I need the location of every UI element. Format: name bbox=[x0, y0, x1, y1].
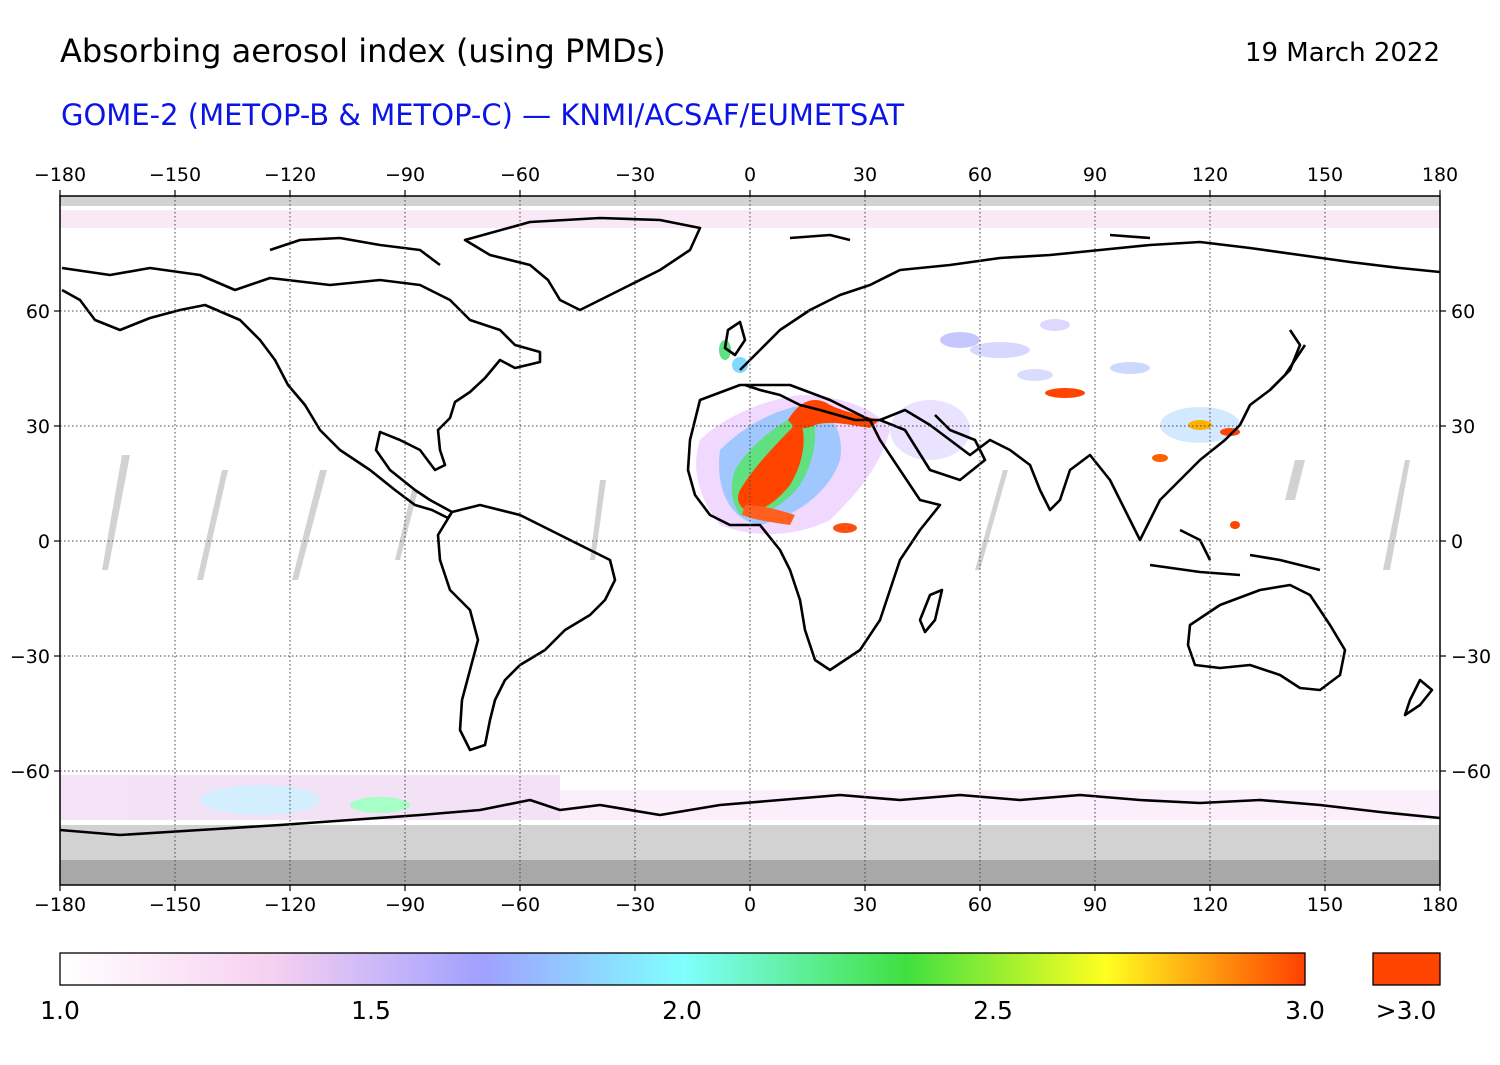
colorbar-label: 1.0 bbox=[40, 996, 80, 1025]
lat-label: 30 bbox=[26, 416, 50, 438]
colorbar-label: 3.0 bbox=[1285, 996, 1325, 1025]
map-title: Absorbing aerosol index (using PMDs) bbox=[60, 32, 666, 70]
colorbar-overflow-swatch bbox=[1372, 952, 1441, 986]
graticule bbox=[60, 196, 1440, 885]
lon-label: −180 bbox=[34, 894, 86, 916]
colorbar-label: 2.5 bbox=[973, 996, 1013, 1025]
coast-new-zealand bbox=[1403, 678, 1434, 717]
lon-label: 60 bbox=[968, 164, 992, 186]
no-data-south bbox=[60, 825, 1440, 860]
lon-label: −90 bbox=[385, 164, 425, 186]
lon-label: 30 bbox=[853, 164, 877, 186]
saharan-dust-plume bbox=[696, 340, 1240, 535]
lon-label: 90 bbox=[1083, 164, 1107, 186]
tick-marks bbox=[54, 190, 1446, 891]
lon-label: −30 bbox=[615, 894, 655, 916]
lon-labels-top: −180 −150 −120 −90 −60 −30 0 30 60 90 12… bbox=[34, 164, 1458, 186]
lon-label: 180 bbox=[1422, 894, 1458, 916]
coast-north-america bbox=[61, 266, 542, 520]
coastlines bbox=[60, 216, 1440, 837]
coast-indonesia bbox=[1149, 528, 1321, 577]
lat-label: 60 bbox=[1451, 301, 1475, 323]
coast-antarctica bbox=[60, 793, 1440, 837]
lon-label: −90 bbox=[385, 894, 425, 916]
map-subtitle: GOME-2 (METOP-B & METOP-C) — KNMI/ACSAF/… bbox=[61, 98, 905, 132]
lon-label: −60 bbox=[500, 164, 540, 186]
lon-label: 120 bbox=[1192, 164, 1228, 186]
lon-label: −120 bbox=[264, 164, 316, 186]
lon-label: −30 bbox=[615, 164, 655, 186]
lon-label: 0 bbox=[744, 164, 756, 186]
coast-eurasia bbox=[739, 240, 1440, 542]
coast-madagascar bbox=[918, 588, 944, 634]
lat-label: −60 bbox=[1451, 761, 1491, 783]
lon-label: −120 bbox=[264, 894, 316, 916]
colorbar-label: 1.5 bbox=[351, 996, 391, 1025]
coast-australia bbox=[1186, 583, 1347, 692]
lon-label: −150 bbox=[149, 164, 201, 186]
coast-south-america bbox=[436, 503, 617, 752]
coast-arabia bbox=[879, 414, 987, 482]
lat-label: 30 bbox=[1451, 416, 1475, 438]
lat-labels-right: 60 30 0 −30 −60 bbox=[1451, 301, 1491, 783]
lon-label: 150 bbox=[1307, 894, 1343, 916]
lat-label: 0 bbox=[38, 531, 50, 553]
colorbar-overflow-label: >3.0 bbox=[1375, 996, 1437, 1025]
lat-label: −30 bbox=[10, 646, 50, 668]
colorbar bbox=[59, 952, 1306, 986]
map-date: 19 March 2022 bbox=[1244, 38, 1440, 68]
coast-arctic-islands bbox=[269, 233, 1151, 267]
lat-labels-left: 60 30 0 −30 −60 bbox=[10, 301, 50, 783]
lon-label: 180 bbox=[1422, 164, 1458, 186]
coast-japan bbox=[1269, 344, 1307, 391]
aerosol-speckles bbox=[60, 210, 1440, 820]
lon-labels-bottom: −180 −150 −120 −90 −60 −30 0 30 60 90 12… bbox=[34, 894, 1458, 916]
coast-greenland bbox=[463, 216, 702, 312]
lon-label: −60 bbox=[500, 894, 540, 916]
lat-label: 60 bbox=[26, 301, 50, 323]
lon-label: 30 bbox=[853, 894, 877, 916]
lat-label: −60 bbox=[10, 761, 50, 783]
coast-british-isles bbox=[723, 320, 747, 357]
lat-label: −30 bbox=[1451, 646, 1491, 668]
lon-label: 120 bbox=[1192, 894, 1228, 916]
colorbar-label: 2.0 bbox=[662, 996, 702, 1025]
lon-label: 90 bbox=[1083, 894, 1107, 916]
lon-label: −150 bbox=[149, 894, 201, 916]
lat-label: 0 bbox=[1451, 531, 1463, 553]
coast-africa bbox=[686, 383, 942, 672]
lon-label: 150 bbox=[1307, 164, 1343, 186]
lon-label: 60 bbox=[968, 894, 992, 916]
lon-label: −180 bbox=[34, 164, 86, 186]
lon-label: 0 bbox=[744, 894, 756, 916]
